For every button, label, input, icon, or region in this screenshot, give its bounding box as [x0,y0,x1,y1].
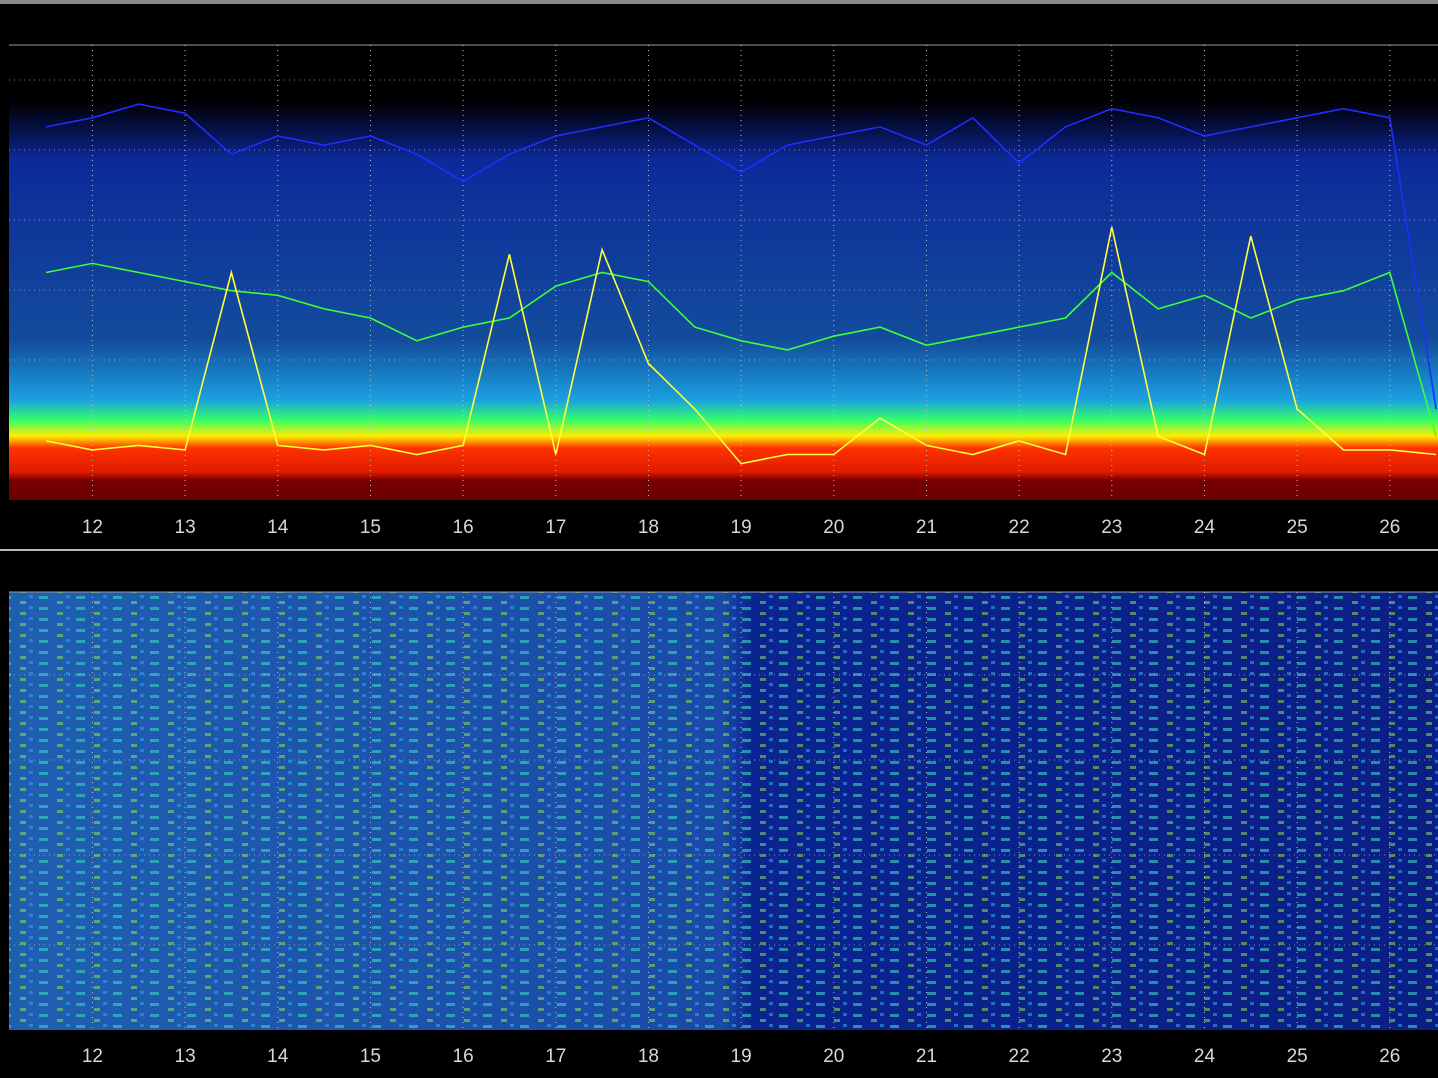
top-border [0,0,1438,4]
x-tick-label: 23 [1101,1046,1122,1067]
x-tick-label: 16 [453,517,474,538]
x-tick-label: 23 [1101,517,1122,538]
x-tick-label: 20 [823,1046,844,1067]
x-tick-label: 15 [360,1046,381,1067]
x-tick-label: 25 [1287,1046,1308,1067]
x-tick-label: 25 [1287,517,1308,538]
x-tick-label: 18 [638,517,659,538]
x-tick-label: 19 [731,517,752,538]
x-tick-label: 24 [1194,1046,1216,1067]
bottom-heatmap-texture [9,592,1438,1030]
x-tick-label: 14 [267,517,289,538]
x-tick-label: 13 [175,517,196,538]
x-tick-label: 17 [545,517,566,538]
x-tick-label: 12 [82,517,103,538]
x-tick-label: 26 [1379,517,1400,538]
x-tick-label: 20 [823,517,844,538]
density-heatmap [9,100,1438,500]
x-tick-label: 15 [360,517,381,538]
x-tick-label: 24 [1194,517,1216,538]
x-tick-label: 18 [638,1046,659,1067]
x-tick-label: 21 [916,1046,937,1067]
x-tick-label: 16 [453,1046,474,1067]
x-tick-label: 17 [545,1046,566,1067]
x-tick-label: 13 [175,1046,196,1067]
x-tick-label: 19 [731,1046,752,1067]
x-tick-label: 14 [267,1046,289,1067]
x-tick-label: 26 [1379,1046,1400,1067]
screen: 12 13 14 15 16 17 18 19 20 21 22 23 24 25 26 12 13 14 15 16… [0,0,1438,1078]
x-tick-label: 22 [1009,1046,1030,1067]
x-tick-label: 12 [82,1046,103,1067]
x-tick-label: 21 [916,517,937,538]
x-tick-label: 22 [1009,517,1030,538]
